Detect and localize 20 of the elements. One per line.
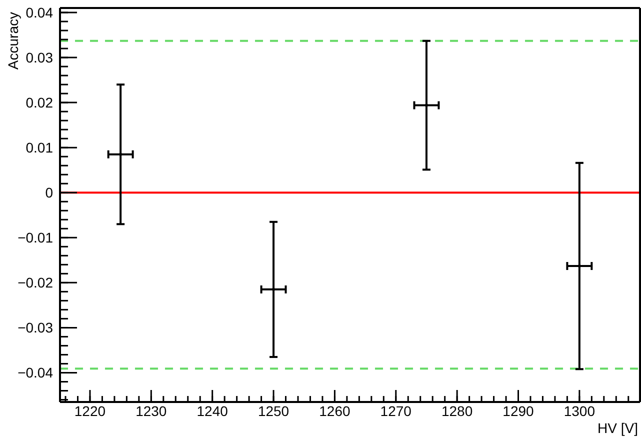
y-tick-label: 0.02 <box>26 94 54 111</box>
x-tick-label: 1260 <box>319 402 350 419</box>
y-tick-label: −0.02 <box>18 274 54 291</box>
y-tick-label: −0.01 <box>18 230 54 246</box>
y-tick-label: −0.03 <box>18 320 54 336</box>
y-tick-label: 0.01 <box>26 140 54 156</box>
x-tick-label: 1250 <box>258 402 290 419</box>
x-tick-label: 1230 <box>136 402 167 419</box>
x-tick-label: 1270 <box>380 402 412 419</box>
x-axis-title: HV [V] <box>598 420 638 436</box>
x-tick-label: 1280 <box>441 402 473 419</box>
x-tick-label: 1300 <box>564 402 596 419</box>
x-tick-label: 1240 <box>196 402 228 419</box>
x-tick-label: 1290 <box>502 402 534 419</box>
y-tick-label: 0 <box>45 184 54 201</box>
x-tick-label: 1220 <box>74 402 106 419</box>
y-tick-label: 0.03 <box>26 50 54 66</box>
y-tick-label: 0.04 <box>26 4 54 20</box>
y-axis-title: Accuracy <box>5 12 21 70</box>
y-tick-label: −0.04 <box>18 364 54 381</box>
